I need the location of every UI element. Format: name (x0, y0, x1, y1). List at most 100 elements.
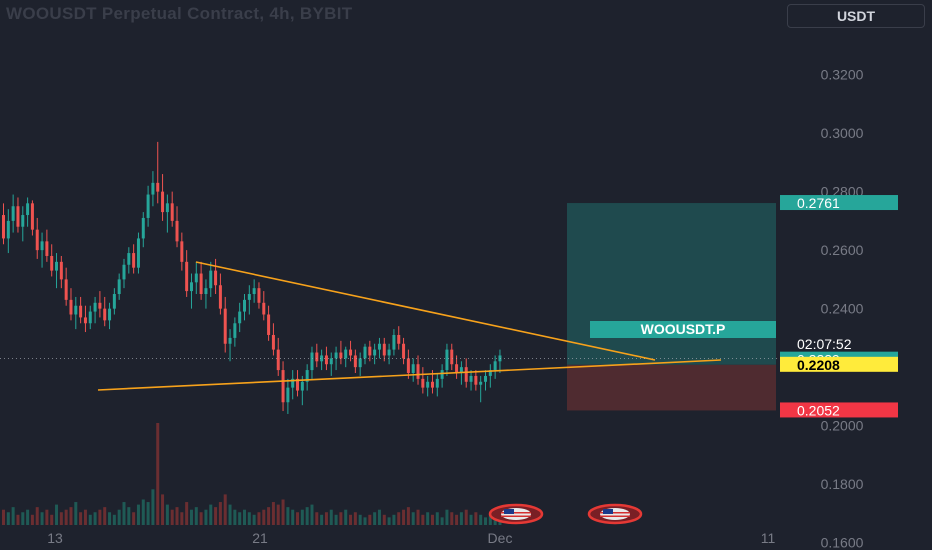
volume-bar (310, 504, 314, 525)
volume-bar (339, 512, 343, 525)
candle (416, 355, 420, 385)
candle (93, 296, 97, 324)
candle (11, 194, 15, 233)
candle (435, 373, 439, 397)
volume-bar (151, 489, 155, 525)
candle-body (141, 217, 145, 239)
candle-body (132, 253, 136, 268)
position-zones[interactable] (567, 203, 776, 411)
candle (141, 212, 145, 248)
candle (339, 340, 343, 365)
candle (474, 370, 478, 391)
price-label-entry: 0.2208 (797, 357, 840, 373)
candle-body (136, 238, 140, 268)
volume-bar (455, 514, 459, 525)
price-label-target: 0.2761 (797, 195, 840, 211)
candle-body (368, 346, 372, 356)
candle-body (334, 352, 338, 359)
candle-body (243, 299, 246, 312)
volume-bar (469, 514, 473, 525)
volume-bar (69, 507, 73, 525)
candle-body (74, 305, 78, 315)
candle-body (353, 355, 357, 368)
volume-bar (204, 509, 208, 525)
candle-body (450, 349, 454, 365)
us-flag-icon[interactable] (587, 503, 643, 525)
volume-bar (344, 509, 348, 525)
candle (455, 355, 459, 379)
candle-body (402, 343, 406, 359)
descending-trendline[interactable] (195, 261, 656, 361)
ascending-trendline[interactable] (97, 359, 722, 391)
candle (421, 367, 425, 394)
candle-body (358, 358, 362, 368)
candle (324, 346, 328, 371)
candle (209, 261, 213, 297)
candle (194, 261, 198, 295)
volume-bar (136, 504, 140, 525)
candle (450, 343, 454, 371)
volume-bar (267, 507, 271, 525)
volume-bar (40, 512, 44, 525)
volume-bar (93, 512, 97, 525)
candle (108, 302, 112, 330)
us-flag-icon[interactable] (488, 503, 544, 525)
candlesticks[interactable] (2, 141, 502, 414)
candle (6, 209, 10, 254)
volume-bar (484, 517, 487, 525)
candle (406, 349, 410, 379)
stop-zone[interactable] (567, 364, 776, 411)
candle-body (387, 349, 391, 356)
volume-bar (112, 514, 116, 525)
flag-icons[interactable] (488, 503, 643, 525)
volume-bar (373, 512, 377, 525)
candle-body (430, 381, 434, 388)
candle (310, 346, 314, 379)
candle (488, 364, 492, 388)
candle (349, 340, 353, 362)
candle-body (392, 334, 396, 350)
volume-bar (459, 512, 463, 525)
currency-button[interactable]: USDT (787, 4, 925, 28)
candle-body (373, 349, 377, 356)
candle-body (189, 282, 193, 292)
symbol-label: WOOUSDT.P (641, 321, 726, 337)
volume-bar (64, 509, 68, 525)
candle (315, 343, 319, 368)
candle-body (59, 261, 63, 280)
candle (161, 174, 165, 221)
candle (151, 171, 155, 207)
candle (363, 343, 367, 365)
candle-body (315, 352, 319, 362)
candle-body (310, 352, 314, 371)
candle-body (488, 370, 492, 376)
volume-bar (488, 514, 492, 525)
candle-body (498, 355, 502, 362)
volume-bar (271, 502, 275, 525)
candle-body (108, 308, 112, 321)
candle-body (69, 299, 73, 315)
candle (112, 288, 116, 315)
target-zone[interactable] (567, 203, 776, 365)
volume-bar (397, 512, 401, 525)
candle-body (291, 378, 295, 388)
candle (175, 206, 179, 248)
candle (132, 244, 136, 274)
volume-bar (300, 509, 304, 525)
candle (180, 232, 184, 271)
candle (411, 358, 415, 382)
volume-bar (281, 499, 285, 525)
candle-body (194, 273, 198, 283)
candle (291, 370, 295, 400)
trend-lines[interactable] (97, 261, 722, 391)
volume-bar (180, 512, 184, 525)
volume-bar (320, 514, 324, 525)
candle (170, 191, 174, 227)
time-axis[interactable]: 13 21 Dec 11 (47, 530, 775, 546)
candle (329, 352, 333, 376)
candle (368, 340, 372, 362)
symbol-tag-bg (590, 321, 776, 338)
volume-bar (252, 514, 256, 525)
